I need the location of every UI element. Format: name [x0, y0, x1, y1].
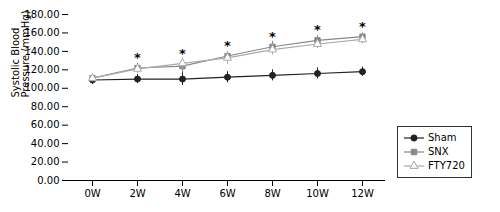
svg-text:180.00: 180.00 [24, 8, 60, 20]
svg-text:4W: 4W [174, 188, 190, 199]
svg-text:2W: 2W [129, 188, 145, 199]
svg-text:*: * [179, 46, 186, 61]
svg-text:10W: 10W [306, 188, 329, 199]
html-text:SNX: SNX [428, 146, 449, 157]
svg-text:120.00: 120.00 [24, 64, 60, 75]
svg-text:Systolic BloodPressure (mmHg): Systolic BloodPressure (mmHg) [10, 10, 31, 97]
svg-text:20.00: 20.00 [31, 156, 60, 167]
svg-text:0.00: 0.00 [37, 175, 59, 186]
svg-text:160.00: 160.00 [24, 27, 60, 39]
svg-text:40.00: 40.00 [31, 138, 60, 149]
svg-text:8W: 8W [264, 188, 280, 199]
svg-text:*: * [269, 29, 276, 44]
svg-text:12W: 12W [351, 188, 374, 199]
svg-text:*: * [314, 22, 321, 37]
svg-text:*: * [224, 38, 231, 53]
svg-text:*: * [134, 50, 141, 65]
svg-text:*: * [359, 19, 366, 34]
svg-text:6W: 6W [219, 188, 235, 199]
svg-text:80.00: 80.00 [31, 101, 60, 112]
html-text:Sham: Sham [428, 132, 457, 143]
svg-text:140.00: 140.00 [24, 45, 60, 57]
svg-text:0W: 0W [84, 188, 100, 199]
html-text:FTY720: FTY720 [428, 160, 465, 171]
svg-text:100.00: 100.00 [24, 82, 60, 94]
svg-text:60.00: 60.00 [31, 119, 60, 130]
